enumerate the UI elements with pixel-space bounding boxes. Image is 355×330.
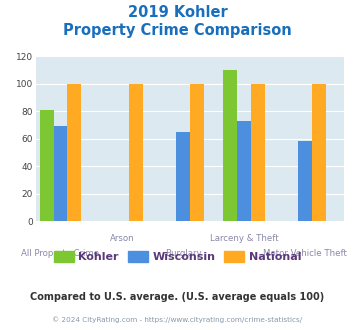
Bar: [312, 83, 326, 221]
Text: Arson: Arson: [109, 234, 134, 243]
Text: Larceny & Theft: Larceny & Theft: [210, 234, 278, 243]
Text: Property Crime Comparison: Property Crime Comparison: [63, 23, 292, 38]
Text: 2019 Kohler: 2019 Kohler: [128, 5, 227, 20]
Text: Motor Vehicle Theft: Motor Vehicle Theft: [263, 249, 347, 258]
Bar: [223, 70, 237, 221]
Bar: [176, 132, 190, 221]
Text: © 2024 CityRating.com - https://www.cityrating.com/crime-statistics/: © 2024 CityRating.com - https://www.city…: [53, 317, 302, 323]
Text: Burglary: Burglary: [165, 249, 201, 258]
Bar: [190, 83, 204, 221]
Bar: [237, 121, 251, 221]
Bar: [299, 141, 312, 221]
Text: All Property Crime: All Property Crime: [22, 249, 100, 258]
Bar: [67, 83, 81, 221]
Bar: [251, 83, 265, 221]
Bar: [129, 83, 143, 221]
Legend: Kohler, Wisconsin, National: Kohler, Wisconsin, National: [49, 247, 306, 267]
Bar: [54, 126, 67, 221]
Bar: [40, 110, 54, 221]
Text: Compared to U.S. average. (U.S. average equals 100): Compared to U.S. average. (U.S. average …: [31, 292, 324, 302]
